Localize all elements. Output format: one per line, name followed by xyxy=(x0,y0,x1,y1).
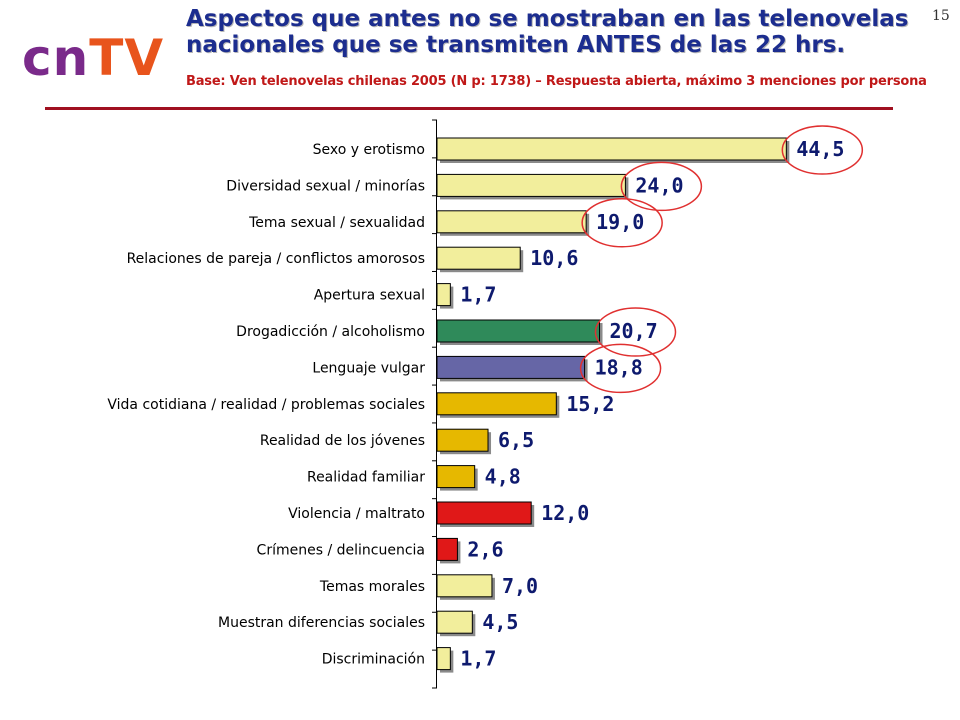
value-label: 20,7 xyxy=(609,319,657,343)
category-label: Sexo y erotismo xyxy=(313,142,425,158)
title-divider xyxy=(45,107,893,110)
highlight-ellipse xyxy=(581,198,663,248)
page-number: 15 xyxy=(932,8,950,24)
value-label: 10,6 xyxy=(530,246,578,270)
value-label: 1,7 xyxy=(460,647,496,671)
value-label: 18,8 xyxy=(595,355,643,379)
value-label: 7,0 xyxy=(502,574,538,598)
category-label: Muestran diferencias sociales xyxy=(218,615,425,631)
highlight-ellipse xyxy=(781,125,864,175)
highlight-ellipse xyxy=(594,307,677,357)
category-label: Vida cotidiana / realidad / problemas so… xyxy=(107,397,425,413)
bar xyxy=(436,465,476,489)
value-label: 19,0 xyxy=(596,210,644,234)
bar xyxy=(436,137,787,161)
value-label: 15,2 xyxy=(566,392,614,416)
category-label: Tema sexual / sexualidad xyxy=(248,215,425,231)
category-label: Realidad de los jóvenes xyxy=(260,433,425,449)
cntv-logo: cnTV xyxy=(22,28,164,88)
highlight-ellipse xyxy=(620,161,703,212)
category-label: Temas morales xyxy=(319,579,425,595)
value-label: 2,6 xyxy=(467,537,503,561)
category-label: Crímenes / delincuencia xyxy=(257,542,425,558)
slide-title: Aspectos que antes no se mostraban en la… xyxy=(186,6,909,58)
value-label: 4,5 xyxy=(482,610,518,634)
value-label: 6,5 xyxy=(498,428,534,452)
category-label: Drogadicción / alcoholismo xyxy=(236,324,425,340)
category-label: Diversidad sexual / minorías xyxy=(226,178,425,194)
category-label: Realidad familiar xyxy=(307,470,425,486)
bar xyxy=(436,537,458,561)
bar xyxy=(436,392,557,416)
category-label: Lenguaje vulgar xyxy=(312,360,425,376)
bar xyxy=(436,355,586,379)
bar xyxy=(436,283,451,307)
logo-tv: TV xyxy=(89,29,165,87)
value-label: 12,0 xyxy=(541,501,589,525)
value-label: 24,0 xyxy=(635,173,683,197)
category-label: Discriminación xyxy=(322,652,425,668)
category-label: Violencia / maltrato xyxy=(288,506,425,522)
bar xyxy=(436,501,532,525)
bar xyxy=(436,173,626,197)
bar xyxy=(436,428,489,452)
bar xyxy=(436,210,587,234)
slide-subtitle: Base: Ven telenovelas chilenas 2005 (N p… xyxy=(186,74,927,89)
bar xyxy=(436,647,451,671)
value-label: 44,5 xyxy=(796,137,844,161)
bar xyxy=(436,574,493,598)
value-label: 4,8 xyxy=(485,465,521,489)
bar xyxy=(436,319,600,343)
highlight-ellipse xyxy=(579,343,662,394)
logo-cn: cn xyxy=(22,29,90,87)
category-label: Apertura sexual xyxy=(314,288,425,304)
category-label: Relaciones de pareja / conflictos amoros… xyxy=(127,251,425,267)
bar xyxy=(436,610,473,634)
bar xyxy=(436,246,521,270)
value-label: 1,7 xyxy=(460,283,496,307)
